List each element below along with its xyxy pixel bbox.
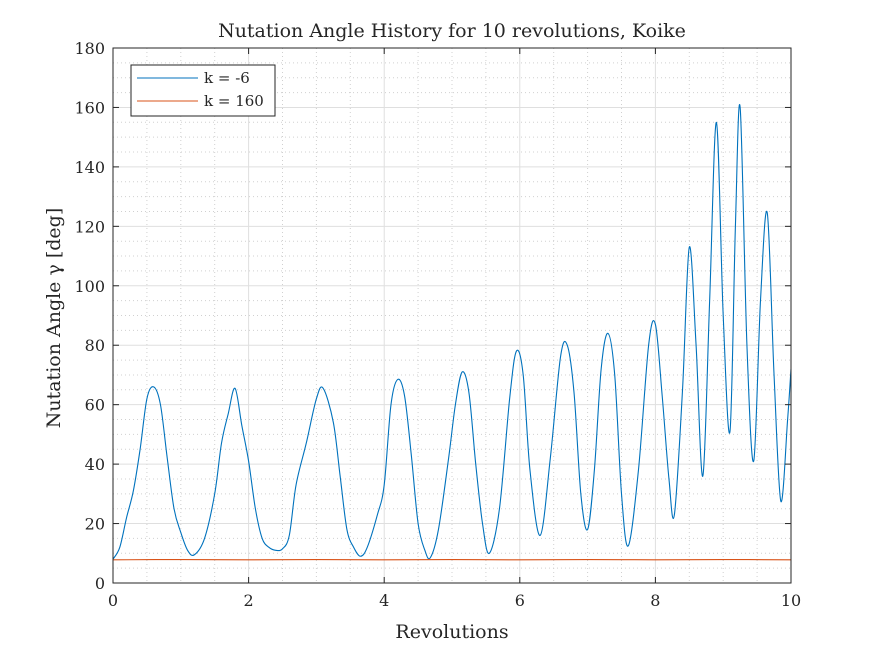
legend-label-series-2: k = 160 — [204, 92, 264, 110]
y-tick-label: 80 — [85, 336, 105, 355]
y-tick-label: 160 — [74, 98, 105, 117]
x-tick-label: 2 — [244, 591, 254, 610]
y-tick-label: 140 — [74, 158, 105, 177]
x-tick-label: 10 — [781, 591, 801, 610]
y-tick-label: 120 — [74, 217, 105, 236]
legend-label-series-1: k = -6 — [204, 69, 250, 87]
y-tick-label: 0 — [95, 574, 105, 593]
x-tick-label: 4 — [379, 591, 389, 610]
y-tick-label: 180 — [74, 39, 105, 58]
chart-title: Nutation Angle History for 10 revolution… — [218, 20, 686, 42]
y-tick-label: 100 — [74, 277, 105, 296]
legend: k = -6 k = 160 — [131, 65, 275, 116]
y-tick-label: 60 — [85, 396, 105, 415]
y-tick-label: 40 — [85, 455, 105, 474]
x-tick-label: 8 — [650, 591, 660, 610]
x-tick-label: 0 — [108, 591, 118, 610]
y-tick-label: 20 — [85, 515, 105, 534]
x-axis-title: Revolutions — [395, 621, 508, 643]
x-tick-label: 6 — [515, 591, 525, 610]
y-axis-title: Nutation Angle γ [deg] — [43, 208, 65, 429]
